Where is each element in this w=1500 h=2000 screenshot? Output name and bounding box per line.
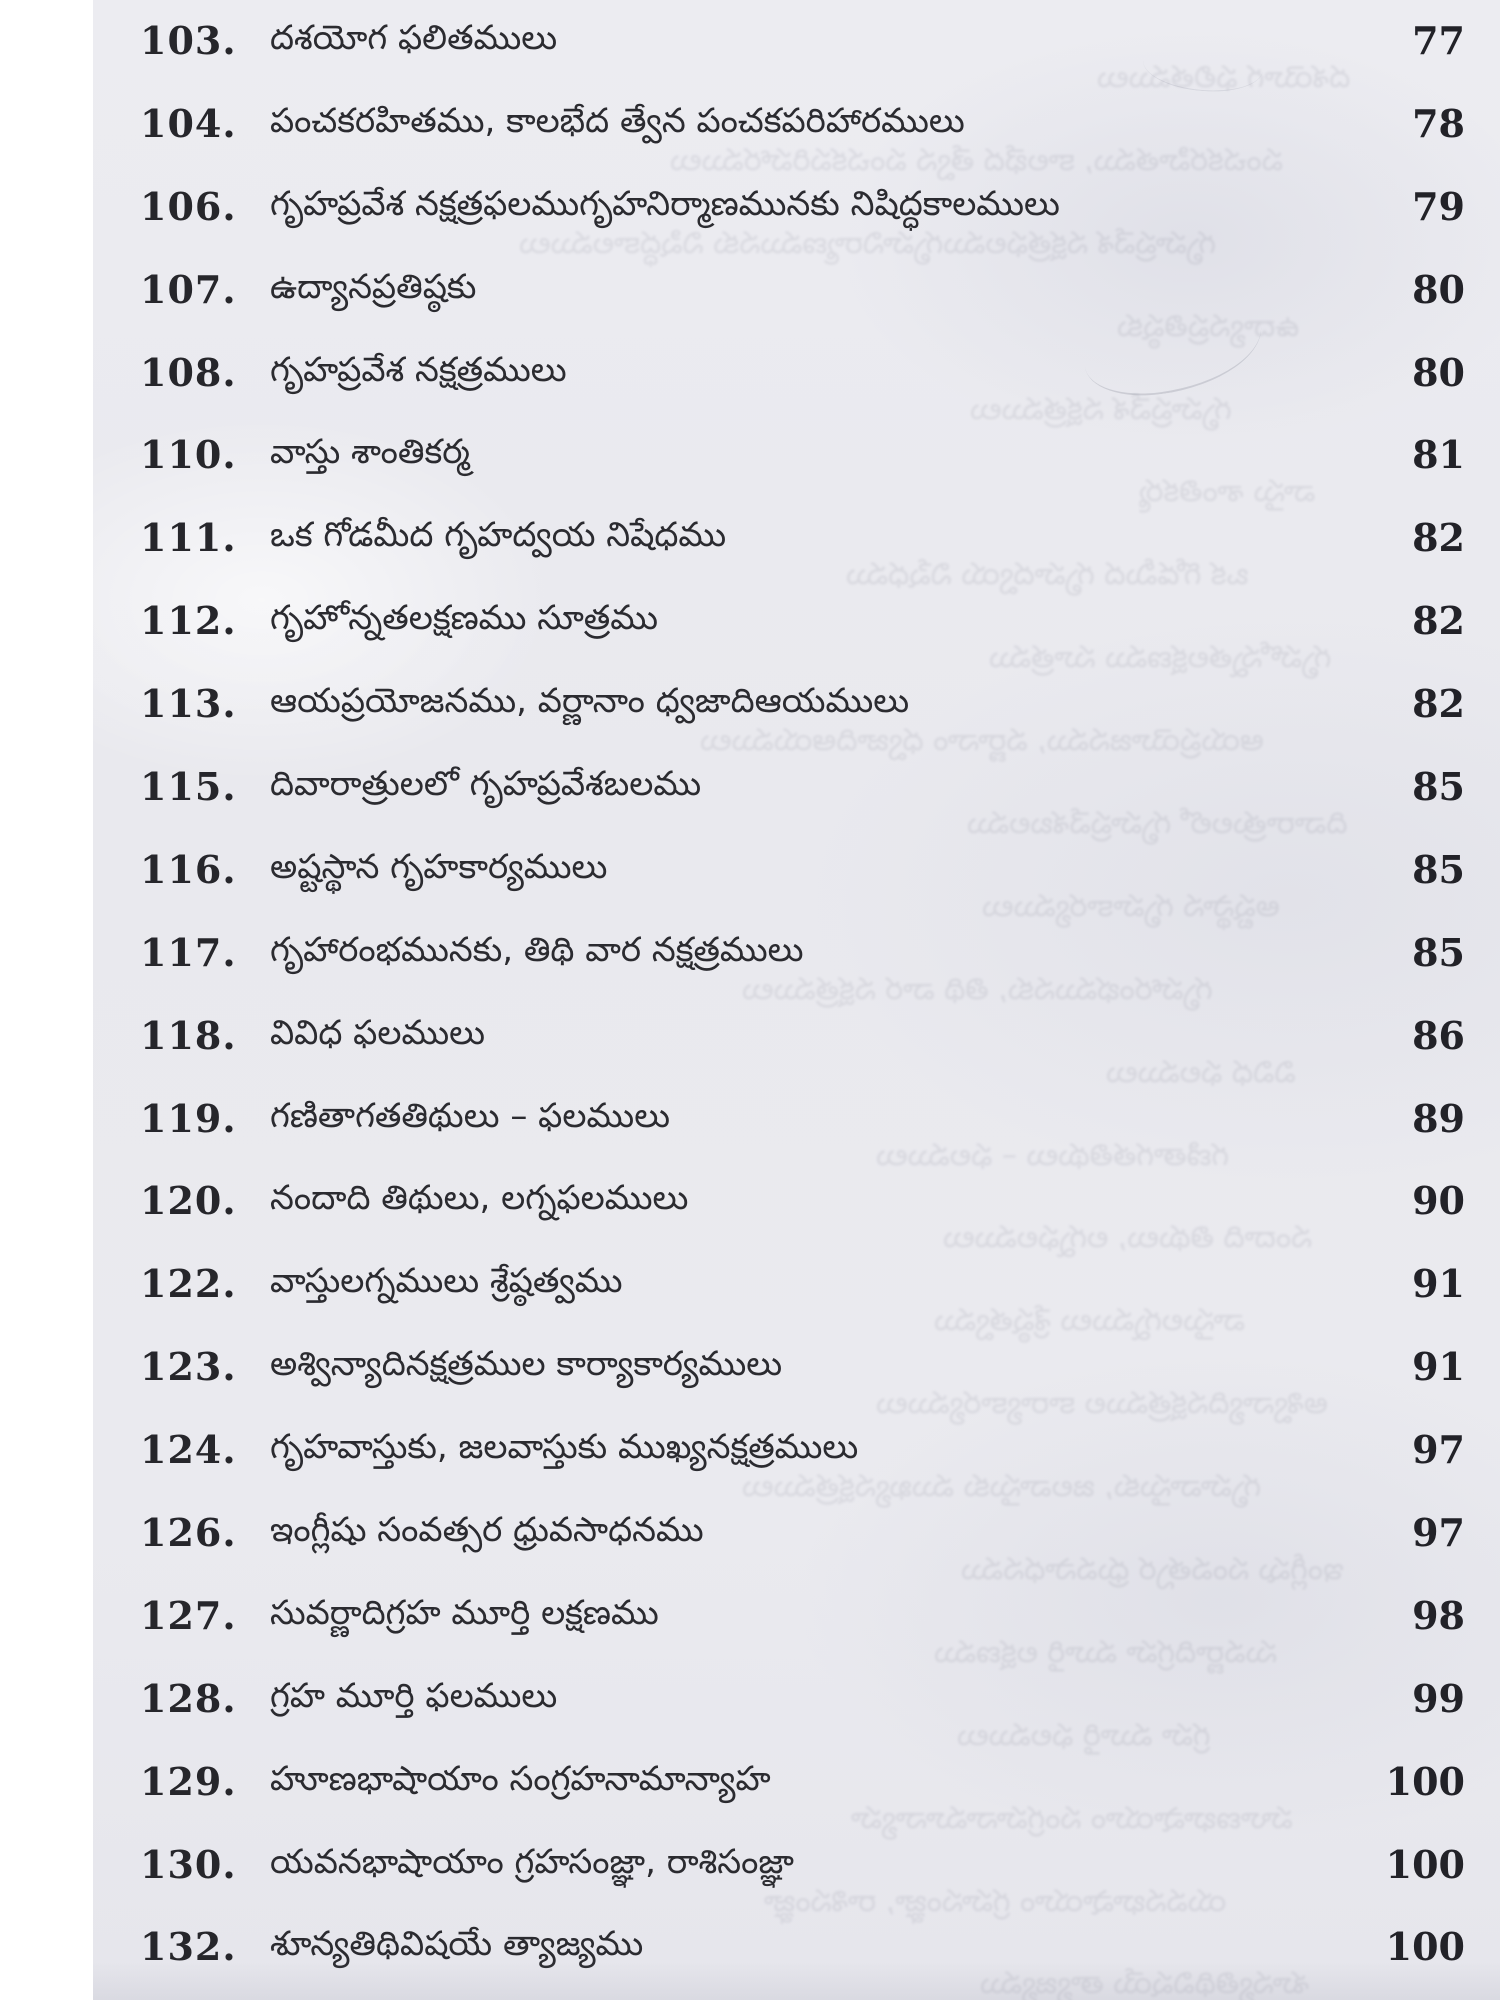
entry-title: నందాది తిథులు, లగ్నఫలములు <box>270 1178 689 1219</box>
toc-entry: 112. గృహోన్నతలక్షణము సూత్రము గృహోన్నతలక్షణ… <box>93 592 1500 675</box>
entry-number: 123. <box>140 1344 237 1390</box>
entry-number: 108. <box>140 349 237 395</box>
entry-page-number: 82 <box>1412 515 1465 561</box>
toc-entry: 118. వివిధ ఫలములు వివిధ ఫలములు 86 <box>93 1007 1500 1090</box>
entry-page-number: 100 <box>1385 1924 1465 1970</box>
entry-page-number: 100 <box>1385 1841 1465 1887</box>
entry-title: వివిధ ఫలములు <box>270 1012 486 1053</box>
toc-entry: 129. హూణభాషాయాం సంగ్రహనామాన్యాహ హూణభాషాయాం… <box>93 1753 1500 1836</box>
entry-page-number: 79 <box>1412 183 1465 229</box>
entry-number: 118. <box>140 1012 237 1058</box>
entry-page-number: 97 <box>1412 1427 1465 1473</box>
toc-entry: 126. ఇంగ్లీషు సంవత్సర ధ్రువసాధనము ఇంగ్లీషు… <box>93 1504 1500 1587</box>
entry-title: గృహోన్నతలక్షణము సూత్రము <box>270 598 658 639</box>
entry-number: 104. <box>140 100 237 146</box>
entry-title: గృహారంభమునకు, తిథి వార నక్షత్రములు <box>270 929 804 970</box>
entry-page-number: 99 <box>1412 1675 1465 1721</box>
entry-title: పంచకరహితము, కాలభేద త్వేన పంచకపరిహారములు <box>270 100 965 141</box>
entry-number: 119. <box>140 1095 237 1141</box>
entry-page-number: 82 <box>1412 598 1465 644</box>
entry-page-number: 81 <box>1412 432 1465 478</box>
entry-page-number: 97 <box>1412 1510 1465 1556</box>
entry-number: 122. <box>140 1261 237 1307</box>
entry-number: 128. <box>140 1675 237 1721</box>
entry-page-number: 82 <box>1412 681 1465 727</box>
entry-number: 126. <box>140 1510 237 1556</box>
entry-number: 130. <box>140 1841 237 1887</box>
toc-entry: 106. గృహప్రవేశ నక్షత్రఫలముగృహనిర్మాణమునకు… <box>93 178 1500 261</box>
entry-number: 124. <box>140 1427 237 1473</box>
toc-entry: 113. ఆయప్రయోజనము, వర్ణానాం ధ్వజాదిఆయములు ఆ… <box>93 675 1500 758</box>
toc-entry: 111. ఒక గోడమీద గృహద్వయ నిషేధము ఒక గోడమీద గ… <box>93 509 1500 592</box>
entry-title: దివారాత్రులలో గృహప్రవేశబలము <box>270 764 702 805</box>
toc-entry: 117. గృహారంభమునకు, తిథి వార నక్షత్రములు గృ… <box>93 924 1500 1007</box>
toc-entry: 120. నందాది తిథులు, లగ్నఫలములు నందాది తిథు… <box>93 1172 1500 1255</box>
entry-number: 117. <box>140 929 237 975</box>
entry-number: 113. <box>140 681 237 727</box>
entry-title: గృహప్రవేశ నక్షత్రములు <box>270 349 567 390</box>
entry-page-number: 80 <box>1412 266 1465 312</box>
entry-number: 106. <box>140 183 237 229</box>
entry-title: గణితాగతతిథులు – ఫలములు <box>270 1095 671 1136</box>
entry-title: శూన్యతిథివిషయే త్యాజ్యము <box>270 1924 644 1965</box>
entry-number: 103. <box>140 18 237 63</box>
entry-title: గ్రహ మూర్తి ఫలములు <box>270 1675 558 1716</box>
entry-number: 112. <box>140 598 237 644</box>
toc-entry: 132. శూన్యతిథివిషయే త్యాజ్యము శూన్యతిథివిష… <box>93 1918 1500 2000</box>
entry-page-number: 90 <box>1412 1178 1465 1224</box>
entry-title: ఒక గోడమీద గృహద్వయ నిషేధము <box>270 515 727 556</box>
entry-page-number: 85 <box>1412 929 1465 975</box>
book-paper: 103. దశయోగ ఫలితములు దశయోగ ఫలితములు 77 104. పం… <box>93 0 1500 2000</box>
entry-title: ఆయప్రయోజనము, వర్ణానాం ధ్వజాదిఆయములు <box>270 681 910 722</box>
entry-title: అష్టస్థాన గృహకార్యములు <box>270 846 608 887</box>
toc-entry: 119. గణితాగతతిథులు – ఫలములు గణితాగతతిథులు … <box>93 1090 1500 1173</box>
toc-entry: 103. దశయోగ ఫలితములు దశయోగ ఫలితములు 77 <box>93 12 1500 95</box>
entry-number: 116. <box>140 846 237 892</box>
entry-title: వాస్తులగ్నములు శ్రేష్ఠత్వము <box>270 1261 623 1302</box>
entry-number: 129. <box>140 1758 237 1804</box>
toc-entry: 110. వాస్తు శాంతికర్మ వాస్తు శాంతికర్మ 81 <box>93 426 1500 509</box>
entry-page-number: 100 <box>1385 1758 1465 1804</box>
entry-number: 132. <box>140 1924 237 1970</box>
entry-page-number: 80 <box>1412 349 1465 395</box>
entry-page-number: 85 <box>1412 764 1465 810</box>
entry-title: అశ్విన్యాదినక్షత్రముల కార్యాకార్యములు <box>270 1344 783 1385</box>
entry-number: 120. <box>140 1178 237 1224</box>
entry-number: 107. <box>140 266 237 312</box>
entry-page-number: 78 <box>1412 100 1465 146</box>
entry-number: 127. <box>140 1592 237 1638</box>
entry-title: ఉద్యానప్రతిష్ఠకు <box>270 266 477 307</box>
toc-entry: 122. వాస్తులగ్నములు శ్రేష్ఠత్వము వాస్తులగ్… <box>93 1255 1500 1338</box>
toc-entry: 123. అశ్విన్యాదినక్షత్రముల కార్యాకార్యముల… <box>93 1338 1500 1421</box>
entry-page-number: 98 <box>1412 1592 1465 1638</box>
toc-entry: 115. దివారాత్రులలో గృహప్రవేశబలము దివారాత్ర… <box>93 758 1500 841</box>
entry-number: 111. <box>140 515 237 561</box>
entry-title: దశయోగ ఫలితములు <box>270 18 558 58</box>
entry-title: గృహవాస్తుకు, జలవాస్తుకు ముఖ్యనక్షత్రములు <box>270 1427 859 1468</box>
toc-list: 103. దశయోగ ఫలితములు దశయోగ ఫలితములు 77 104. పం… <box>93 12 1500 2000</box>
entry-title: హూణభాషాయాం సంగ్రహనామాన్యాహ <box>270 1758 771 1799</box>
entry-page-number: 77 <box>1412 18 1465 63</box>
toc-entry: 127. సువర్ణాదిగ్రహ మూర్తి లక్షణము సువర్ణాద… <box>93 1587 1500 1670</box>
entry-page-number: 85 <box>1412 846 1465 892</box>
entry-page-number: 91 <box>1412 1344 1465 1390</box>
entry-page-number: 89 <box>1412 1095 1465 1141</box>
entry-page-number: 91 <box>1412 1261 1465 1307</box>
toc-entry: 128. గ్రహ మూర్తి ఫలములు గ్రహ మూర్తి ఫలములు… <box>93 1670 1500 1753</box>
entry-title: గృహప్రవేశ నక్షత్రఫలముగృహనిర్మాణమునకు నిష… <box>270 183 1060 224</box>
toc-entry: 108. గృహప్రవేశ నక్షత్రములు గృహప్రవేశ నక్షత… <box>93 344 1500 427</box>
entry-page-number: 86 <box>1412 1012 1465 1058</box>
toc-entry: 107. ఉద్యానప్రతిష్ఠకు ఉద్యానప్రతిష్ఠకు 80 <box>93 261 1500 344</box>
entry-title: యవనభాషాయాం గ్రహసంజ్ఞా, రాశిసంజ్ఞా <box>270 1841 794 1882</box>
entry-title: సువర్ణాదిగ్రహ మూర్తి లక్షణము <box>270 1592 659 1633</box>
entry-number: 110. <box>140 432 237 478</box>
toc-entry: 124. గృహవాస్తుకు, జలవాస్తుకు ముఖ్యనక్షత్ర… <box>93 1421 1500 1504</box>
toc-entry: 116. అష్టస్థాన గృహకార్యములు అష్టస్థాన గృహక… <box>93 841 1500 924</box>
entry-title: ఇంగ్లీషు సంవత్సర ధ్రువసాధనము <box>270 1510 704 1551</box>
entry-title: వాస్తు శాంతికర్మ <box>270 432 470 473</box>
toc-entry: 130. యవనభాషాయాం గ్రహసంజ్ఞా, రాశిసంజ్ఞా యవన… <box>93 1836 1500 1919</box>
toc-entry: 104. పంచకరహితము, కాలభేద త్వేన పంచకపరిహారమ… <box>93 95 1500 178</box>
entry-number: 115. <box>140 764 237 810</box>
